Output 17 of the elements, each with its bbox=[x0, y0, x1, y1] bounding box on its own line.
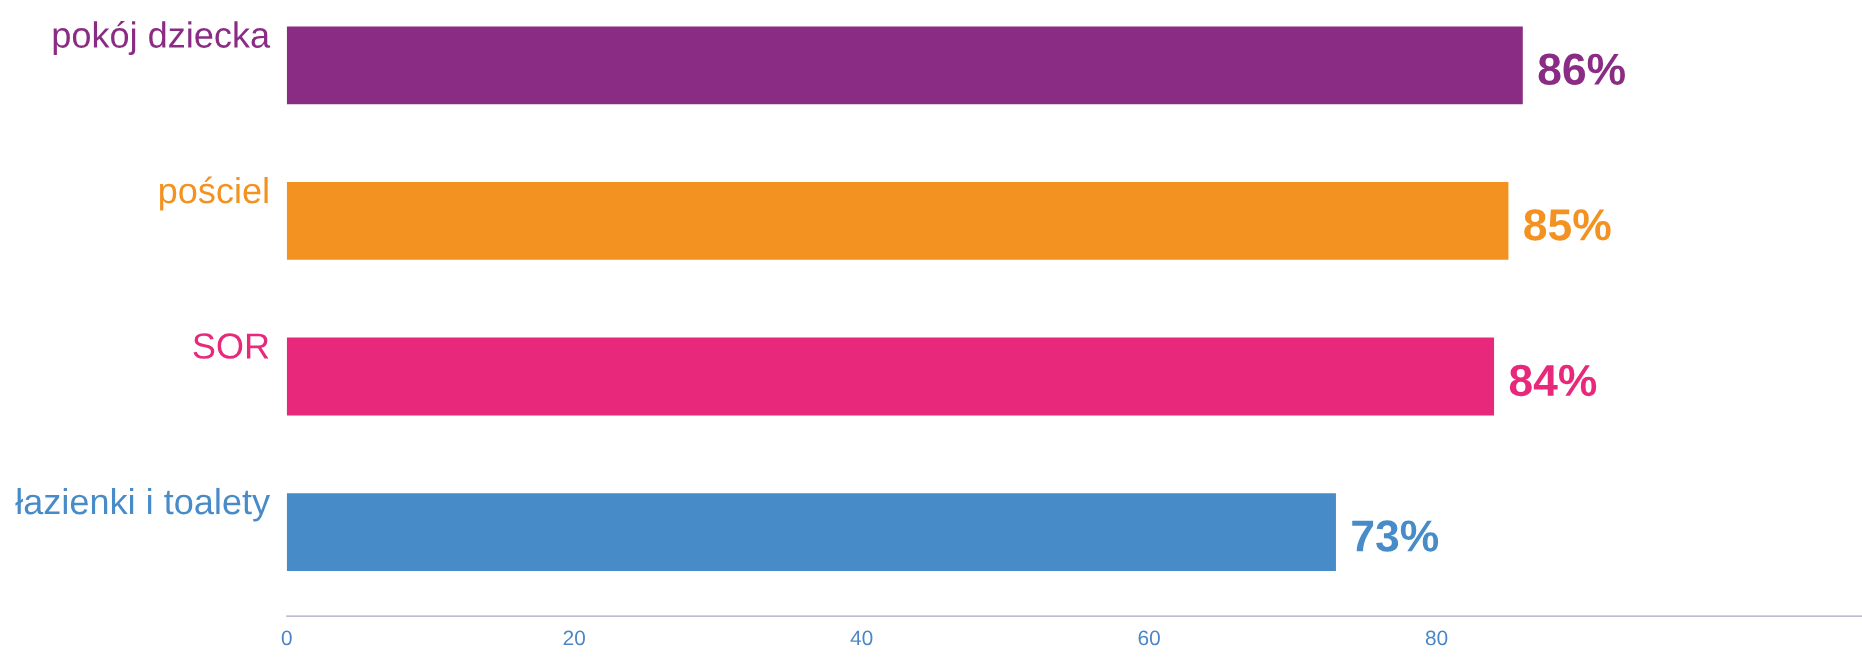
bar bbox=[286, 493, 1336, 571]
y-tick-label: pokój dziecka bbox=[53, 20, 271, 56]
y-tick-label: SOR bbox=[193, 333, 269, 359]
data-label: 84% bbox=[1509, 364, 1597, 397]
data-label: 73% bbox=[1352, 520, 1439, 552]
data-label: 86% bbox=[1538, 53, 1625, 86]
bar bbox=[286, 182, 1509, 260]
x-tick-label: 0 bbox=[281, 630, 292, 646]
y-tick-label: łazienki i toalety bbox=[15, 487, 271, 522]
x-tick-label: 80 bbox=[1425, 630, 1448, 646]
x-tick-label: 60 bbox=[1138, 630, 1160, 646]
x-tick-label: 40 bbox=[850, 630, 873, 646]
data-label: 85% bbox=[1524, 209, 1611, 241]
x-tick-label: 20 bbox=[563, 630, 585, 646]
bar bbox=[286, 337, 1495, 416]
y-tick-label: pościel bbox=[160, 176, 268, 211]
bar bbox=[286, 26, 1523, 105]
